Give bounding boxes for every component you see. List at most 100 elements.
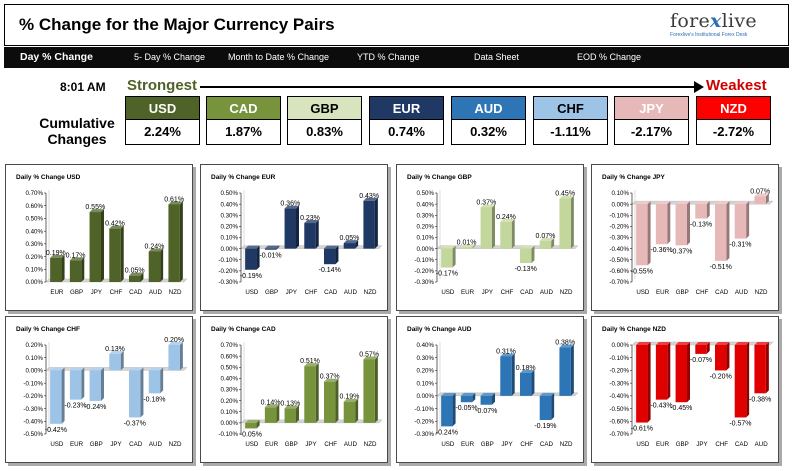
currency-box-chf[interactable]: CHF -1.11% — [533, 96, 608, 145]
bar-top — [109, 350, 124, 354]
chart-cad: 0.70% 0.60% 0.50% 0.40% 0.30% 0.20% 0.10% 0.00%… — [218, 342, 383, 448]
forexlive-logo[interactable]: forexlive Forexlive's Institutional Fore… — [670, 11, 770, 41]
data-label: -0.05% — [240, 431, 262, 438]
chart-title: Daily % Change USD — [16, 174, 81, 181]
currency-value: 0.83% — [288, 120, 361, 144]
x-tick-label: CHF — [696, 289, 709, 296]
weakest-label: Weakest — [706, 77, 767, 94]
x-tick-label: AUD — [344, 441, 358, 448]
bar-top — [363, 197, 378, 201]
bar-side — [511, 353, 515, 396]
data-label: 0.38% — [555, 340, 575, 347]
bar-side — [531, 369, 535, 396]
y-tick-label: -0.10% — [414, 257, 434, 264]
chart-panel-gbp[interactable]: 0.50% 0.40% 0.30% 0.20% 0.10% 0.00% -0.10% -0.2… — [396, 164, 584, 311]
currency-box-cad[interactable]: CAD 1.87% — [206, 96, 281, 145]
currency-value: -2.72% — [697, 120, 770, 144]
data-label: 0.24% — [496, 214, 516, 221]
tab-day-change[interactable]: Day % Change — [20, 51, 93, 63]
y-tick-label: 0.10% — [416, 235, 434, 242]
data-label: -0.23% — [64, 403, 86, 410]
x-tick-label: EUR — [265, 441, 279, 448]
tab-5-day-change[interactable]: 5- Day % Change — [134, 52, 206, 62]
bar-side — [256, 245, 260, 270]
bar-side — [140, 272, 144, 282]
currency-box-eur[interactable]: EUR 0.74% — [369, 96, 444, 145]
data-label: -0.31% — [729, 242, 751, 249]
bar — [284, 208, 297, 249]
y-tick-label: 0.20% — [25, 342, 43, 349]
y-tick-label: 0.00% — [220, 420, 238, 427]
data-label: -0.43% — [650, 403, 672, 410]
bar-top — [128, 272, 144, 276]
tab-data-sheet[interactable]: Data Sheet — [474, 52, 520, 62]
bar-top — [480, 392, 496, 396]
chart-panel-chf[interactable]: 0.20% 0.10% 0.00% -0.10% -0.20% -0.30% -0.40% -… — [5, 316, 193, 463]
bar-side — [667, 342, 671, 400]
currency-box-aud[interactable]: AUD 0.32% — [451, 96, 526, 145]
data-label: 0.36% — [280, 201, 300, 208]
y-tick-label: -0.20% — [414, 418, 434, 425]
y-tick-label: -0.30% — [23, 406, 43, 413]
data-label: 0.51% — [300, 358, 320, 365]
y-tick-label: -0.30% — [414, 431, 434, 438]
currency-box-gbp[interactable]: GBP 0.83% — [287, 96, 362, 145]
bar — [734, 345, 747, 418]
bar — [128, 370, 141, 418]
bar-top — [109, 225, 124, 229]
data-label: -0.42% — [45, 427, 67, 434]
bar-side — [101, 367, 105, 401]
y-tick-label: -0.50% — [609, 257, 629, 264]
bar-side — [452, 392, 456, 427]
y-tick-label: 0.70% — [220, 342, 238, 349]
currency-box-nzd[interactable]: NZD -2.72% — [696, 96, 771, 145]
y-tick-label: -0.10% — [23, 380, 43, 387]
data-label: -0.13% — [690, 222, 712, 229]
data-label: -0.14% — [319, 267, 341, 274]
tab-month-to-date-change[interactable]: Month to Date % Change — [228, 52, 330, 62]
bar-top — [539, 237, 555, 241]
x-tick-label: USD — [50, 441, 64, 448]
y-tick-label: -0.50% — [609, 406, 629, 413]
y-tick-label: 0.40% — [220, 201, 238, 208]
currency-box-usd[interactable]: USD 2.24% — [125, 96, 200, 145]
chart-panel-eur[interactable]: 0.50% 0.40% 0.30% 0.20% 0.10% 0.00% -0.10% -0.2… — [200, 164, 388, 311]
bar-top — [714, 201, 730, 205]
page-title: % Change for the Major Currency Pairs — [19, 15, 335, 34]
chart-title: Daily % Change EUR — [211, 174, 276, 181]
y-tick-label: -0.50% — [23, 431, 43, 438]
bar-side — [160, 367, 164, 394]
x-tick-label: CHF — [520, 441, 533, 448]
x-tick-label: NZD — [364, 289, 377, 296]
chart-panel-jpy[interactable]: 0.10% 0.00% -0.10% -0.20% -0.30% -0.40% -0.50%… — [591, 164, 779, 311]
x-tick-label: GBP — [90, 441, 103, 448]
bar-side — [374, 356, 378, 423]
chart-eur: 0.50% 0.40% 0.30% 0.20% 0.10% 0.00% -0.10% -0.2… — [218, 190, 383, 296]
chart-jpy: 0.10% 0.00% -0.10% -0.20% -0.30% -0.40% -0.50%… — [609, 188, 774, 296]
currency-box-jpy[interactable]: JPY -2.17% — [614, 96, 689, 145]
chart-panel-aud[interactable]: 0.40% 0.30% 0.20% 0.10% 0.00% -0.10% -0.20% -0.… — [396, 316, 584, 463]
bar-side — [335, 245, 339, 265]
tab-ytd-change[interactable]: YTD % Change — [357, 52, 420, 62]
bar — [559, 198, 571, 249]
bar-top — [69, 257, 85, 261]
bar-top — [695, 201, 710, 205]
bar-side — [452, 245, 456, 268]
tab-eod-change[interactable]: EOD % Change — [577, 52, 642, 62]
bar-top — [519, 369, 535, 373]
chart-panel-usd[interactable]: 0.70% 0.60% 0.50% 0.40% 0.30% 0.20% 0.10% 0.00%… — [5, 164, 193, 311]
x-tick-label: JPY — [482, 289, 493, 296]
y-tick-label: -0.10% — [218, 431, 238, 438]
data-label: -0.24% — [436, 429, 458, 436]
bar — [675, 204, 688, 246]
chart-panel-cad[interactable]: 0.70% 0.60% 0.50% 0.40% 0.30% 0.20% 0.10% 0.00%… — [200, 316, 388, 463]
bar — [500, 356, 512, 396]
bar-top — [460, 244, 476, 248]
bar-top — [714, 342, 730, 345]
chart-panel-nzd[interactable]: 0.00% -0.10% -0.20% -0.30% -0.40% -0.50% -0.60… — [591, 316, 779, 463]
x-tick-label: USD — [636, 289, 650, 296]
y-tick-label: -0.30% — [414, 279, 434, 286]
bar — [304, 366, 316, 423]
data-label: -0.24% — [84, 404, 106, 411]
y-tick-label: 0.30% — [416, 212, 434, 219]
